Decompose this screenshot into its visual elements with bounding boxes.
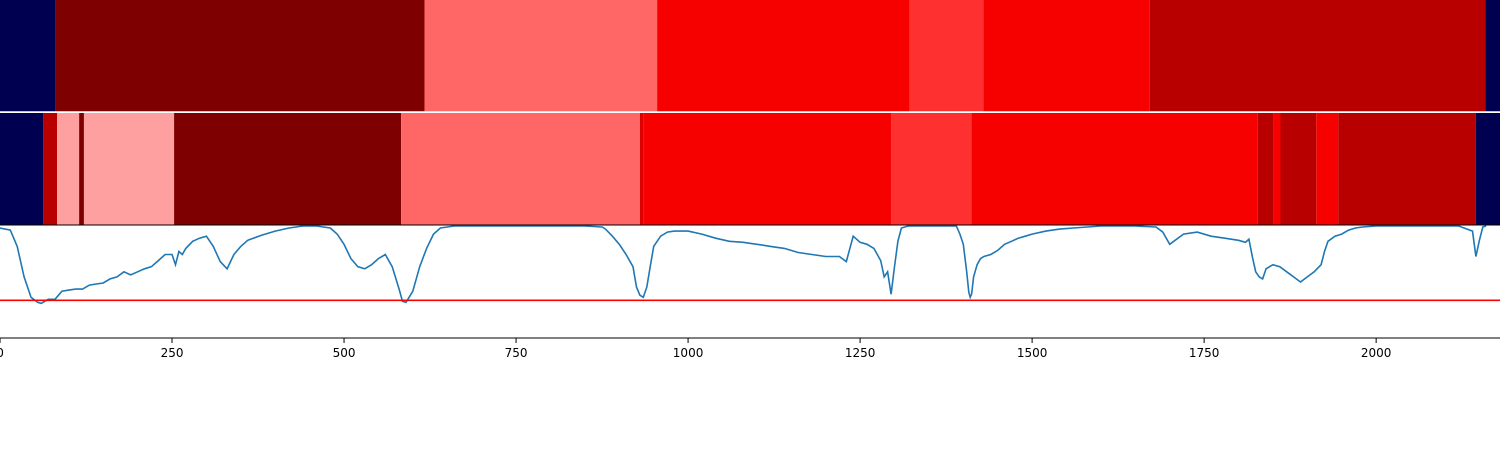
top-strip-segment-4	[909, 0, 984, 112]
middle-strip-segment-1	[43, 113, 58, 225]
segment-strip-middle	[0, 113, 1500, 225]
middle-strip-segment-3	[79, 113, 84, 225]
x-tick-label-5: 1250	[845, 346, 876, 360]
x-axis: 0 250 500 750 1000 1250 1500 1750 2000	[0, 337, 1500, 360]
middle-strip-segment-8	[643, 113, 892, 225]
top-strip-segment-3	[657, 0, 910, 112]
middle-strip-segment-13	[1280, 113, 1317, 225]
x-tick-label-3: 750	[505, 346, 528, 360]
middle-strip-segment-4	[83, 113, 175, 225]
middle-strip-segment-12	[1273, 113, 1281, 225]
x-tick-label-4: 1000	[673, 346, 704, 360]
middle-strip-segment-10	[971, 113, 1258, 225]
middle-strip-segment-14	[1316, 113, 1339, 225]
top-strip-segment-6	[1149, 0, 1486, 112]
middle-strip-segment-16	[1475, 113, 1500, 225]
line-series-group	[0, 225, 1487, 305]
line-panel	[0, 225, 1500, 338]
middle-strip-segment-7	[639, 113, 644, 225]
x-tick-label-0: 0	[0, 346, 4, 360]
top-strip-segment-2	[424, 0, 658, 112]
top-strip-segment-7	[1485, 0, 1500, 112]
middle-strip-segment-11	[1257, 113, 1274, 225]
middle-strip-segment-2	[57, 113, 80, 225]
x-tick-label-2: 500	[333, 346, 356, 360]
middle-strip-segment-5	[174, 113, 402, 225]
middle-strip-segment-6	[401, 113, 640, 225]
middle-strip-segment-9	[891, 113, 972, 225]
x-tick-label-7: 1750	[1189, 346, 1220, 360]
top-strip-segment-0	[0, 0, 56, 112]
middle-strip-segment-15	[1338, 113, 1476, 225]
middle-strip-segment-0	[0, 113, 44, 225]
line-series-0	[0, 225, 1487, 305]
segment-strip-top	[0, 0, 1500, 112]
x-tick-label-8: 2000	[1361, 346, 1392, 360]
top-strip-segment-5	[983, 0, 1150, 112]
top-strip-segment-1	[55, 0, 425, 112]
x-tick-label-6: 1500	[1017, 346, 1048, 360]
x-tick-label-1: 250	[161, 346, 184, 360]
